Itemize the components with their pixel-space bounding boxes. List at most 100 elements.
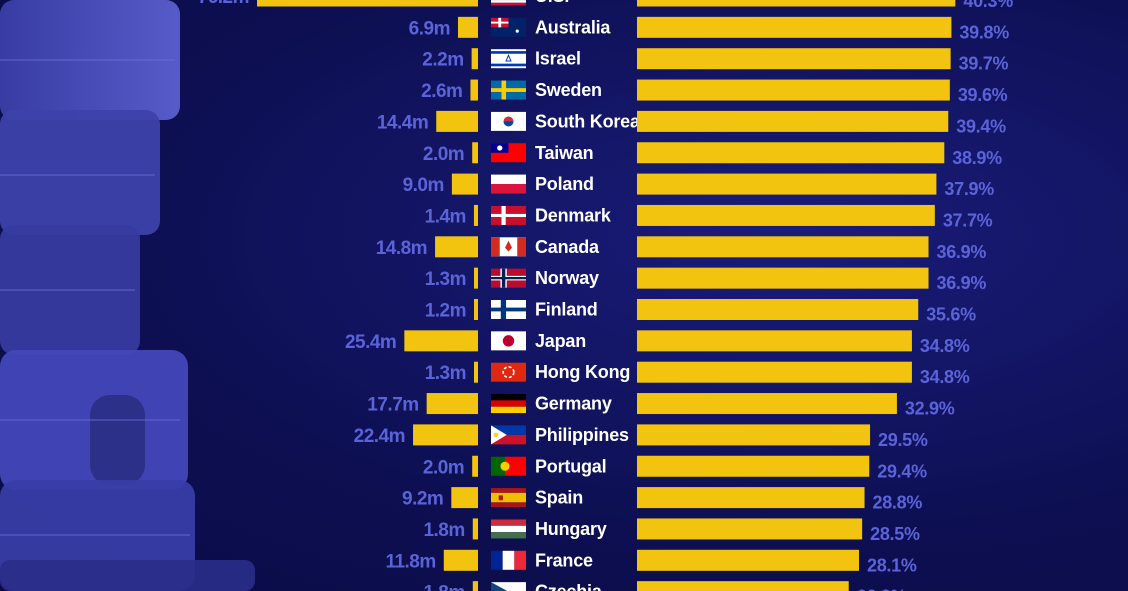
left-bar (471, 48, 478, 70)
left-value-label: 2.6m (421, 81, 462, 102)
finland-flag-icon (491, 300, 526, 319)
right-value-label: 28.5% (870, 524, 920, 544)
right-value-label: 34.8% (920, 367, 970, 387)
australia-flag-icon (491, 17, 526, 37)
left-value-label: 25.4m (345, 332, 396, 353)
canada-flag-icon (491, 237, 526, 257)
poland-flag-icon (491, 174, 526, 194)
left-bar (435, 236, 478, 258)
japan-flag-icon (491, 331, 526, 351)
right-bar (637, 393, 897, 415)
left-value-label: 1.8m (423, 583, 464, 591)
right-value-label: 28.1% (867, 555, 917, 575)
right-value-label: 37.9% (944, 179, 994, 199)
right-value-label: 37.7% (943, 210, 993, 230)
left-bar (443, 549, 478, 571)
left-value-label: 9.0m (403, 175, 444, 196)
right-bar (637, 16, 952, 38)
right-value-label: 29.4% (877, 461, 927, 481)
right-value-label: 39.7% (959, 54, 1009, 74)
hungary-flag-icon (491, 519, 526, 539)
right-bar (637, 236, 929, 258)
right-value-label: 29.5% (878, 430, 928, 450)
denmark-flag-icon (491, 205, 526, 225)
norway-flag-icon (491, 268, 526, 288)
france-flag-icon (491, 550, 526, 570)
left-value-label: 1.2m (425, 301, 466, 322)
right-value-label: 40.3% (963, 0, 1013, 11)
country-label: U.S. (535, 0, 569, 6)
right-value-label: 26.8% (857, 587, 907, 591)
left-bar (257, 0, 478, 7)
left-value-label: 2.0m (423, 457, 464, 478)
israel-flag-icon (491, 49, 526, 69)
right-value-label: 32.9% (905, 399, 955, 419)
left-bar (474, 361, 478, 383)
left-bar (404, 330, 478, 352)
czechia-flag-icon (491, 582, 526, 591)
country-label: Sweden (535, 80, 602, 100)
left-value-label: 14.8m (376, 238, 427, 259)
left-bar (473, 204, 478, 226)
right-bar (637, 330, 912, 352)
left-value-label: 11.8m (385, 551, 435, 572)
right-bar (637, 204, 935, 226)
country-label: Norway (535, 268, 599, 288)
country-label: Hong Kong (535, 362, 630, 382)
portugal-flag-icon (491, 456, 526, 476)
right-bar (637, 48, 951, 70)
country-label: Czechia (535, 582, 603, 591)
country-label: Spain (535, 488, 583, 508)
right-bar (637, 581, 849, 591)
left-value-label: 14.4m (377, 112, 428, 133)
germany-flag-icon (491, 394, 526, 414)
right-value-label: 39.4% (956, 116, 1006, 136)
left-bar (413, 424, 478, 446)
left-value-label: 76.2m (198, 0, 249, 8)
country-label: Hungary (535, 519, 607, 539)
country-label: Japan (535, 331, 586, 351)
country-label: Germany (535, 394, 612, 414)
right-bar (637, 424, 871, 446)
left-value-label: 1.4m (425, 206, 466, 227)
taiwan-flag-icon (491, 143, 526, 163)
south-korea-flag-icon (491, 111, 526, 131)
left-bar (470, 79, 478, 101)
book-stack-illustration (0, 0, 255, 591)
spain-flag-icon (491, 488, 526, 508)
left-bar (472, 455, 478, 477)
us-flag-icon (491, 0, 526, 6)
sweden-flag-icon (491, 80, 526, 100)
left-value-label: 1.8m (423, 520, 464, 541)
right-bar (637, 79, 950, 101)
right-bar (637, 142, 945, 164)
right-value-label: 39.8% (959, 22, 1009, 42)
right-bar (637, 173, 937, 195)
left-bar (474, 267, 478, 289)
left-value-label: 22.4m (354, 426, 405, 447)
left-bar (474, 299, 478, 320)
country-label: Portugal (535, 456, 606, 476)
left-bar (426, 393, 478, 415)
hong-kong-flag-icon (491, 362, 526, 382)
right-value-label: 35.6% (926, 305, 976, 325)
right-value-label: 34.8% (920, 336, 970, 356)
right-bar (637, 0, 956, 7)
left-value-label: 6.9m (409, 18, 450, 39)
country-label: Canada (535, 237, 600, 257)
country-label: Taiwan (535, 143, 593, 163)
left-value-label: 2.0m (423, 144, 464, 165)
country-label: Australia (535, 17, 611, 37)
right-bar (637, 518, 863, 540)
right-value-label: 36.9% (937, 273, 987, 293)
right-bar (637, 361, 912, 383)
country-label: France (535, 550, 593, 570)
right-value-label: 39.6% (958, 85, 1008, 105)
left-bar (472, 581, 478, 591)
country-label: Denmark (535, 205, 612, 225)
country-label: Poland (535, 174, 594, 194)
left-bar (457, 16, 478, 38)
right-bar (637, 487, 865, 509)
right-bar (637, 110, 949, 132)
